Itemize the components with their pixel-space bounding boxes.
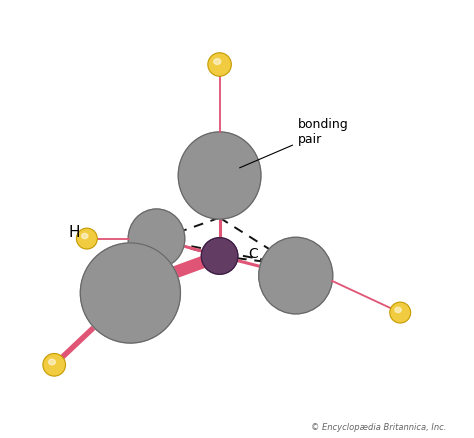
Ellipse shape [94, 257, 161, 324]
Ellipse shape [138, 219, 171, 254]
Ellipse shape [213, 249, 222, 258]
Ellipse shape [76, 228, 97, 249]
Ellipse shape [144, 226, 163, 245]
Ellipse shape [119, 282, 128, 290]
Text: © Encyclopædia Britannica, Inc.: © Encyclopædia Britannica, Inc. [310, 423, 446, 432]
Ellipse shape [146, 228, 160, 243]
Ellipse shape [130, 211, 182, 265]
Ellipse shape [48, 359, 55, 365]
Ellipse shape [208, 53, 231, 76]
Ellipse shape [283, 261, 301, 281]
Ellipse shape [205, 242, 233, 269]
Ellipse shape [205, 160, 225, 181]
Ellipse shape [202, 239, 236, 272]
Ellipse shape [80, 243, 181, 343]
Text: bonding
pair: bonding pair [239, 118, 349, 168]
Ellipse shape [187, 141, 249, 206]
Ellipse shape [128, 209, 185, 268]
Ellipse shape [274, 254, 311, 292]
Ellipse shape [190, 144, 245, 202]
Ellipse shape [204, 240, 234, 271]
Text: H: H [68, 225, 80, 240]
Ellipse shape [150, 232, 155, 237]
Ellipse shape [82, 233, 88, 239]
Ellipse shape [214, 251, 220, 257]
Ellipse shape [285, 265, 297, 277]
Ellipse shape [280, 259, 304, 285]
Ellipse shape [209, 245, 228, 264]
Ellipse shape [140, 222, 168, 251]
Ellipse shape [132, 213, 179, 262]
Ellipse shape [210, 247, 226, 262]
Ellipse shape [112, 275, 137, 300]
Ellipse shape [277, 256, 308, 288]
Ellipse shape [208, 244, 229, 265]
Ellipse shape [193, 147, 241, 198]
Ellipse shape [181, 135, 257, 215]
Ellipse shape [134, 215, 177, 260]
Ellipse shape [84, 247, 176, 338]
Ellipse shape [148, 230, 158, 240]
Ellipse shape [261, 240, 329, 310]
Ellipse shape [272, 251, 315, 296]
Ellipse shape [105, 268, 147, 310]
Ellipse shape [101, 264, 152, 314]
Ellipse shape [216, 252, 219, 255]
Ellipse shape [98, 261, 156, 319]
Ellipse shape [142, 224, 166, 248]
Ellipse shape [210, 166, 218, 173]
Ellipse shape [288, 267, 294, 273]
Ellipse shape [395, 307, 401, 313]
Ellipse shape [207, 243, 231, 267]
Ellipse shape [259, 237, 333, 314]
Ellipse shape [212, 248, 224, 260]
Ellipse shape [91, 254, 166, 328]
Ellipse shape [201, 238, 238, 274]
Ellipse shape [199, 154, 233, 190]
Ellipse shape [116, 279, 132, 295]
Ellipse shape [266, 245, 322, 303]
Ellipse shape [214, 59, 221, 64]
Ellipse shape [196, 150, 237, 194]
Ellipse shape [43, 353, 65, 376]
Ellipse shape [184, 138, 253, 211]
Ellipse shape [269, 248, 319, 299]
Ellipse shape [390, 302, 410, 323]
Ellipse shape [136, 217, 174, 257]
Text: C: C [248, 247, 258, 261]
Ellipse shape [201, 157, 229, 186]
Ellipse shape [208, 163, 221, 177]
Ellipse shape [178, 132, 261, 219]
Ellipse shape [87, 250, 171, 333]
Ellipse shape [264, 243, 326, 307]
Ellipse shape [109, 271, 142, 305]
